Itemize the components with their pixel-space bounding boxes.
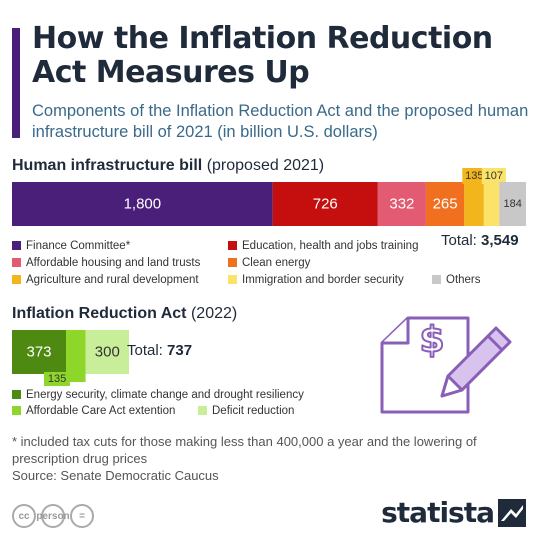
document-fold	[382, 318, 410, 345]
section-title-ira-bold: Inflation Reduction Act	[12, 305, 187, 322]
legend-swatch	[12, 275, 21, 284]
legend-education: Education, health and jobs training	[228, 240, 418, 252]
cc-icon[interactable]: cc	[12, 504, 36, 528]
ira-label-0: 373	[26, 344, 51, 361]
license-icons: cc person =	[12, 504, 94, 528]
legend-swatch	[432, 275, 441, 284]
total-infrastructure-label: Total:	[441, 232, 477, 249]
ira-segment-2	[85, 330, 130, 374]
bar-label-box-5	[481, 168, 506, 184]
chart-title: How the Inflation Reduction Act Measures…	[32, 21, 493, 90]
legend-swatch	[228, 241, 237, 250]
section-title-infrastructure: Human infrastructure bill (proposed 2021…	[12, 157, 324, 175]
attribution-icon[interactable]: person	[36, 504, 70, 528]
chart-subtitle: Components of the Inflation Reduction Ac…	[32, 102, 529, 141]
legend-agriculture: Agriculture and rural development	[12, 274, 199, 286]
legend-label: Deficit reduction	[212, 405, 295, 417]
ira-label-2: 300	[95, 344, 120, 361]
bar-label-1: 726	[313, 196, 338, 213]
legend-deficit: Deficit reduction	[198, 405, 294, 417]
brand-name: statista	[381, 496, 495, 529]
title-accent-bar	[12, 28, 20, 138]
pencil-band	[486, 334, 504, 352]
section-title-ira-year: (2022)	[190, 305, 238, 322]
legend-label: Immigration and border security	[242, 274, 404, 286]
legend-label: Agriculture and rural development	[26, 274, 199, 286]
bar-label-4: 135	[465, 170, 483, 182]
bar-label-box-4	[462, 168, 487, 184]
bar-segment-4	[464, 182, 484, 226]
legend-label: Affordable Care Act extention	[26, 405, 176, 417]
dollar-icon: $	[419, 320, 444, 361]
bar-label-2: 332	[389, 196, 414, 213]
legend-swatch	[12, 241, 21, 250]
legend-label: Finance Committee*	[26, 240, 131, 252]
legend-housing: Affordable housing and land trusts	[12, 257, 200, 269]
bar-segment-5	[483, 182, 500, 226]
legend-swatch	[12, 406, 21, 415]
total-infrastructure-value: 3,549	[481, 232, 519, 249]
source: Source: Senate Democratic Caucus	[12, 468, 219, 483]
total-infrastructure: Total: 3,549	[441, 232, 519, 249]
pencil-tip	[440, 374, 464, 398]
legend-label: Others	[446, 274, 481, 286]
legend-swatch	[12, 258, 21, 267]
legend-label: Energy security, climate change and drou…	[26, 389, 304, 401]
legend-label: Affordable housing and land trusts	[26, 257, 201, 269]
bar-segment-2	[377, 182, 426, 226]
legend-swatch	[12, 390, 21, 399]
legend-immigration: Immigration and border security	[228, 274, 404, 286]
legend-label: Clean energy	[242, 257, 311, 269]
total-ira: Total: 737	[127, 342, 192, 359]
legend-label: Education, health and jobs training	[242, 240, 419, 252]
legend-swatch	[198, 406, 207, 415]
bar-segment-6	[499, 182, 526, 226]
legend-aca: Affordable Care Act extention	[12, 405, 175, 417]
legend-energy-security: Energy security, climate change and drou…	[12, 389, 304, 401]
section-title-infrastructure-bold: Human infrastructure bill	[12, 157, 203, 174]
bar-label-3: 265	[433, 196, 458, 213]
statista-logo[interactable]: statista	[381, 496, 526, 529]
legend-clean-energy: Clean energy	[228, 257, 310, 269]
total-ira-value: 737	[167, 342, 193, 359]
ira-label-box-1	[44, 372, 71, 386]
legend-others: Others	[432, 274, 481, 286]
bar-label-6: 184	[503, 198, 521, 210]
ira-segment-1	[66, 330, 86, 382]
total-ira-label: Total:	[127, 342, 163, 359]
bar-label-5: 107	[485, 170, 503, 182]
no-derivatives-icon[interactable]: =	[70, 504, 94, 528]
bar-label-0: 1,800	[124, 196, 162, 213]
document-pencil-illustration: $	[380, 316, 512, 414]
bar-segment-0	[12, 182, 273, 226]
legend-swatch	[228, 275, 237, 284]
bar-segment-3	[425, 182, 465, 226]
legend-swatch	[228, 258, 237, 267]
footnote: * included tax cuts for those making les…	[12, 434, 477, 466]
ira-label-1: 135	[48, 373, 66, 385]
bar-segment-1	[272, 182, 378, 226]
ira-segment-0	[12, 330, 67, 374]
statista-mark-icon	[498, 498, 526, 527]
legend-finance-committee: Finance Committee*	[12, 240, 130, 252]
section-title-ira: Inflation Reduction Act (2022)	[12, 305, 237, 323]
section-title-infrastructure-year: (proposed 2021)	[206, 157, 325, 174]
